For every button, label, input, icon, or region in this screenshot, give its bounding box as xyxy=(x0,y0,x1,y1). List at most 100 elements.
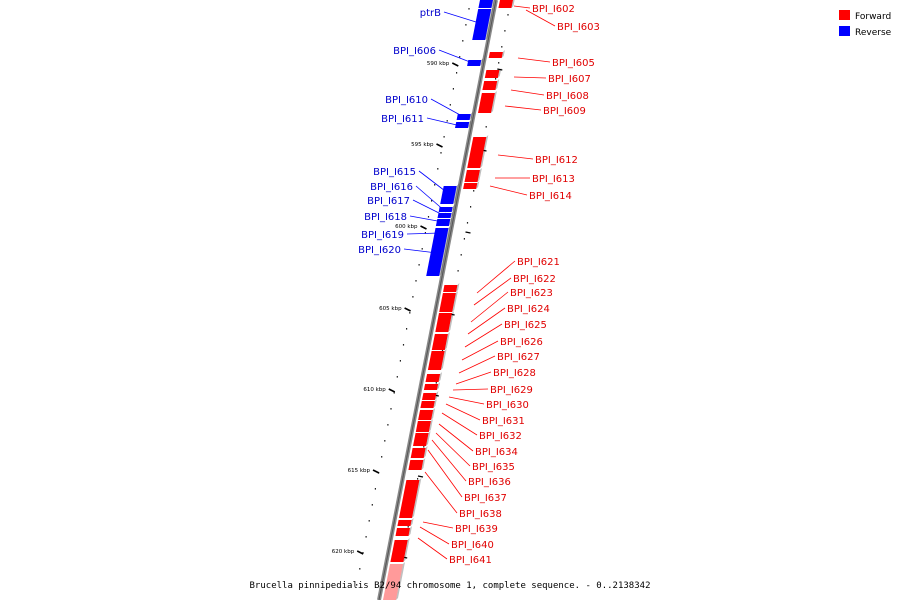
major-tick xyxy=(404,307,411,312)
major-ticks: 590 kbp 595 kbp 600 kbp 605 kbp 610 kbp 615 k… xyxy=(332,61,503,559)
forward-gene xyxy=(435,313,452,332)
reverse-gene-side xyxy=(446,226,451,240)
forward-gene-label: BPI_I629 xyxy=(490,385,533,396)
reverse-gene xyxy=(472,9,492,40)
forward-gene-label: BPI_I613 xyxy=(532,174,575,185)
label-leaders xyxy=(403,5,556,560)
forward-leader xyxy=(517,57,551,63)
forward-gene-label: BPI_I624 xyxy=(507,304,550,315)
tick-dot-left xyxy=(359,568,361,570)
forward-gene xyxy=(484,70,500,78)
forward-gene-label: BPI_I603 xyxy=(557,22,600,33)
forward-gene-label: BPI_I641 xyxy=(449,555,492,566)
reverse-gene-label: BPI_I615 xyxy=(373,167,416,178)
forward-gene-label: BPI_I640 xyxy=(451,540,494,551)
forward-leader xyxy=(510,89,545,96)
tick-dot-right xyxy=(498,62,500,64)
forward-gene-side xyxy=(428,419,433,432)
tick-dot-left xyxy=(387,424,389,426)
forward-gene-side xyxy=(480,135,489,168)
tick-dot-right xyxy=(495,78,497,80)
forward-gene xyxy=(463,183,478,189)
forward-leader xyxy=(458,355,496,374)
forward-leader xyxy=(470,291,509,323)
reverse-gene xyxy=(467,60,482,66)
major-tick-right xyxy=(497,68,503,71)
forward-leader xyxy=(455,371,492,385)
reverse-gene-side xyxy=(450,211,454,218)
forward-gene-side xyxy=(403,538,410,562)
forward-gene-label: BPI_I626 xyxy=(500,337,543,348)
forward-gene xyxy=(415,421,431,432)
tick-dot-left xyxy=(421,248,423,250)
forward-gene-label: BPI_I632 xyxy=(479,431,522,442)
forward-leader xyxy=(422,521,454,529)
gene-labels: ptrB BPI_I606 BPI_I610 BPI_I611 BPI_I615 BPI_… xyxy=(358,4,600,566)
tick-dot-left xyxy=(399,360,401,362)
major-tick xyxy=(388,388,396,393)
reverse-gene-side xyxy=(491,0,495,8)
forward-gene-label: BPI_I639 xyxy=(455,524,498,535)
forward-leader xyxy=(461,340,499,361)
tick-dot-left xyxy=(402,344,405,346)
reverse-leader xyxy=(409,215,444,223)
major-tick xyxy=(436,143,443,148)
forward-gene xyxy=(498,0,513,8)
forward-leader xyxy=(467,307,506,335)
forward-leader xyxy=(513,5,531,9)
forward-leader xyxy=(424,471,458,514)
reverse-gene-label: BPI_I610 xyxy=(385,95,428,106)
major-tick xyxy=(451,62,459,67)
tick-dot-left xyxy=(390,408,392,410)
forward-gene xyxy=(425,374,441,382)
forward-leader xyxy=(448,396,485,405)
reverse-gene xyxy=(456,114,471,120)
forward-gene-side xyxy=(433,399,437,408)
tick-dot-left xyxy=(365,536,367,538)
forward-gene-side xyxy=(412,478,422,518)
tick-dot-left xyxy=(443,136,445,138)
legend-swatch-reverse xyxy=(839,26,850,36)
forward-gene xyxy=(399,480,420,518)
forward-leader xyxy=(473,277,512,306)
gene-features xyxy=(383,0,515,600)
forward-gene-side xyxy=(440,349,447,370)
reverse-gene xyxy=(435,219,451,226)
tick-dot-left xyxy=(368,520,370,522)
forward-gene-label: BPI_I607 xyxy=(548,74,591,85)
forward-gene-side xyxy=(456,283,460,292)
forward-gene-side xyxy=(477,168,482,182)
tick-dot-left xyxy=(384,440,386,442)
tick-dot-left xyxy=(393,392,395,394)
forward-gene xyxy=(427,351,445,370)
forward-leader xyxy=(504,105,542,111)
reverse-gene-side xyxy=(439,238,449,276)
tick-dot-left xyxy=(437,168,439,170)
forward-gene-side xyxy=(497,68,502,78)
forward-leader xyxy=(435,432,471,467)
tick-dot-right xyxy=(407,526,409,528)
tick-dot-left xyxy=(371,504,373,506)
tick-dot-left xyxy=(446,120,448,122)
forward-leader xyxy=(452,388,489,391)
tick-dot-left xyxy=(418,264,420,266)
tick-dot-left xyxy=(452,88,454,90)
forward-gene-side xyxy=(444,332,450,350)
reverse-gene-label: ptrB xyxy=(420,8,441,19)
forward-gene xyxy=(439,293,456,312)
reverse-leader xyxy=(438,49,471,63)
forward-leader xyxy=(464,323,503,348)
forward-gene-partial xyxy=(383,564,403,600)
forward-gene-side xyxy=(436,382,441,390)
tick-dot-left xyxy=(434,184,436,186)
tick-dot-left xyxy=(396,376,398,378)
tick-dot-right xyxy=(501,46,503,48)
forward-gene xyxy=(418,410,434,420)
forward-gene xyxy=(413,433,429,446)
forward-gene-side xyxy=(423,446,428,458)
tick-dot-left xyxy=(459,56,461,58)
tick-dot-left xyxy=(468,8,470,10)
forward-gene-label: BPI_I621 xyxy=(517,257,560,268)
tick-dot-right xyxy=(473,190,475,192)
reverse-leader xyxy=(430,98,463,117)
